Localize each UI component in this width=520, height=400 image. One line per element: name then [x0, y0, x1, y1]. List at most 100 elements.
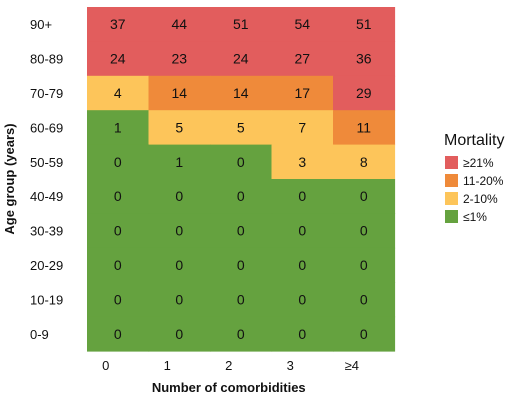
cell-value-label: 44	[171, 16, 187, 32]
y-tick-label: 0-9	[30, 327, 49, 342]
cell-value-label: 0	[114, 188, 122, 204]
legend-label: 11-20%	[463, 174, 504, 188]
heatmap-cell	[87, 316, 150, 352]
x-tick-label: 2	[225, 358, 232, 373]
cell-value-label: 0	[298, 223, 306, 239]
cell-value-label: 0	[175, 326, 183, 342]
cell-value-label: 17	[294, 85, 310, 101]
legend-label: 2-10%	[463, 192, 498, 206]
cell-value-label: 0	[114, 154, 122, 170]
cell-value-label: 0	[360, 188, 368, 204]
heatmap-cell	[210, 110, 273, 146]
cell-value-label: 0	[298, 257, 306, 273]
cell-value-label: 0	[175, 291, 183, 307]
cell-value-label: 0	[237, 223, 245, 239]
y-axis-tick-labels: 90+ 80-89 70-79 60-69 50-59 40-49 30-39 20-29 10…	[30, 17, 63, 342]
heatmap-cell	[87, 41, 150, 77]
heatmap-cell	[87, 282, 150, 318]
heatmap-cell	[148, 316, 211, 352]
cell-value-label: 0	[114, 326, 122, 342]
cell-value-label: 0	[175, 188, 183, 204]
cell-value-label: 29	[356, 85, 372, 101]
heatmap-cell	[333, 144, 396, 180]
heatmap-cell	[87, 213, 150, 249]
heatmap-cell	[333, 41, 396, 77]
cell-value-label: 0	[298, 326, 306, 342]
heatmap-cell	[210, 213, 273, 249]
cell-value-label: 0	[298, 188, 306, 204]
heatmap-cell	[87, 75, 150, 111]
heatmap-cell	[271, 179, 334, 214]
cell-value-label: 0	[360, 326, 368, 342]
cell-value-label: 27	[294, 51, 310, 67]
legend: Mortality ≥21% 11-20% 2-10% ≤1%	[444, 132, 504, 224]
y-tick-label: 10-19	[30, 292, 63, 307]
legend-label: ≥21%	[463, 156, 494, 170]
heatmap-cell	[148, 247, 211, 283]
y-tick-label: 50-59	[30, 155, 63, 170]
y-tick-label: 70-79	[30, 86, 63, 101]
heatmap-cell	[333, 7, 396, 42]
cell-value-label: 0	[175, 223, 183, 239]
heatmap-cell	[87, 110, 150, 146]
y-tick-label: 40-49	[30, 189, 63, 204]
cell-value-label: 54	[294, 16, 310, 32]
heatmap-cell	[87, 179, 150, 214]
cell-value-label: 0	[360, 291, 368, 307]
heatmap-cell	[271, 282, 334, 318]
heatmap-cell	[333, 213, 396, 249]
legend-swatch	[445, 156, 458, 169]
x-tick-label: 3	[287, 358, 294, 373]
heatmap-cell	[87, 144, 150, 180]
heatmap-cell	[210, 179, 273, 214]
heatmap-cell	[210, 41, 273, 77]
heatmap-cell	[333, 110, 396, 146]
legend-swatch	[445, 210, 458, 223]
cell-value-label: 4	[114, 85, 122, 101]
cell-value-label: 14	[171, 85, 187, 101]
y-tick-label: 60-69	[30, 120, 63, 135]
cell-value-label: 1	[114, 119, 122, 135]
y-tick-label: 20-29	[30, 258, 63, 273]
heatmap-cell	[210, 144, 273, 180]
cell-value-label: 8	[360, 154, 368, 170]
heatmap-cell	[271, 247, 334, 283]
x-tick-label: 0	[102, 358, 109, 373]
heatmap-cell	[148, 110, 211, 146]
cell-value-label: 0	[360, 223, 368, 239]
cell-value-label: 5	[237, 119, 245, 135]
legend-label: ≤1%	[463, 210, 487, 224]
legend-title: Mortality	[444, 132, 504, 149]
heatmap-cell	[271, 213, 334, 249]
heatmap-cells	[87, 7, 396, 352]
heatmap-cell	[271, 41, 334, 77]
heatmap-cell	[210, 7, 273, 42]
heatmap-cell	[148, 144, 211, 180]
y-tick-label: 80-89	[30, 52, 63, 67]
cell-value-label: 0	[360, 257, 368, 273]
heatmap-cell	[87, 7, 150, 42]
x-tick-label: ≥4	[345, 358, 359, 373]
heatmap-cell	[148, 75, 211, 111]
cell-value-label: 23	[171, 51, 187, 67]
heatmap-cell	[333, 179, 396, 214]
heatmap-cell	[271, 316, 334, 352]
cell-value-label: 51	[233, 16, 249, 32]
heatmap-cell	[333, 75, 396, 111]
cell-value-label: 0	[237, 188, 245, 204]
heatmap-cell	[148, 213, 211, 249]
x-axis-tick-labels: 0 1 2 3 ≥4	[102, 358, 359, 373]
cell-value-label: 0	[237, 291, 245, 307]
heatmap-cell	[271, 75, 334, 111]
cell-value-label: 11	[356, 119, 371, 135]
heatmap-cell	[333, 247, 396, 283]
heatmap-cell	[271, 110, 334, 146]
heatmap-cell	[210, 282, 273, 318]
y-tick-label: 30-39	[30, 224, 63, 239]
heatmap-cell	[210, 247, 273, 283]
heatmap-cell	[333, 316, 396, 352]
heatmap-cell	[148, 7, 211, 42]
cell-value-label: 36	[356, 51, 372, 67]
cell-value-label: 0	[175, 257, 183, 273]
